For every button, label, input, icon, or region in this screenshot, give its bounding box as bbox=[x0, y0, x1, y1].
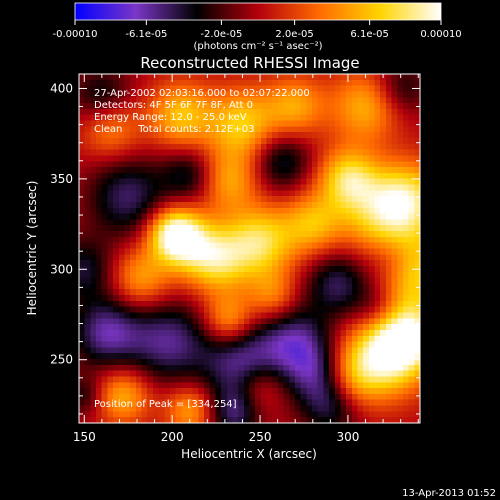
peak-marker bbox=[403, 348, 412, 357]
annotation-detectors: Detectors: 4F 5F 6F 7F 8F, Att 0 bbox=[94, 100, 253, 111]
colorbar-tick-label: 0.00010 bbox=[420, 29, 461, 40]
x-tick-label: 200 bbox=[161, 430, 184, 444]
y-tick-label: 350 bbox=[50, 172, 73, 186]
x-tick-label: 150 bbox=[73, 430, 96, 444]
footer-timestamp: 13-Apr-2013 01:52 bbox=[402, 488, 496, 499]
annotation-energy-range: Energy Range: 12.0 - 25.0 keV bbox=[94, 112, 247, 123]
x-tick-label: 250 bbox=[249, 430, 272, 444]
colorbar-unit-label: (photons cm⁻² s⁻¹ asec⁻²) bbox=[193, 41, 322, 52]
colorbar: -0.00010 -6.1e-05 -2.0e-05 2.0e-05 6.1e-05 0.… bbox=[53, 2, 462, 52]
annotation-time-range: 27-Apr-2002 02:03:16.000 to 02:07:22.000 bbox=[94, 88, 310, 99]
colorbar-gradient bbox=[74, 2, 442, 21]
colorbar-ticks: -0.00010 -6.1e-05 -2.0e-05 2.0e-05 6.1e-05 0.… bbox=[53, 20, 462, 40]
heatmap-area bbox=[79, 74, 420, 423]
annotation-clean-counts: Clean Total counts: 2.12E+03 bbox=[94, 124, 254, 135]
y-axis-label: Heliocentric Y (arcsec) bbox=[25, 181, 39, 316]
y-tick-label: 300 bbox=[50, 262, 73, 276]
chart-title: Reconstructed RHESSI Image bbox=[140, 54, 359, 72]
x-tick-label: 300 bbox=[336, 430, 359, 444]
plot-frame bbox=[78, 73, 421, 424]
colorbar-tick-label: 6.1e-05 bbox=[350, 29, 388, 40]
heatmap-image bbox=[79, 74, 420, 423]
x-axis-label: Heliocentric X (arcsec) bbox=[181, 447, 317, 461]
colorbar-tick-label: -2.0e-05 bbox=[200, 29, 242, 40]
colorbar-tick-label: 2.0e-05 bbox=[275, 29, 313, 40]
peak-position-label: Position of Peak = [334,254] bbox=[94, 399, 237, 410]
y-tick-label: 400 bbox=[50, 81, 73, 95]
axis-ticks: 150 200 250 300 250 300 350 400 bbox=[50, 74, 420, 444]
colorbar-tick-label: -0.00010 bbox=[53, 29, 98, 40]
y-tick-label: 250 bbox=[50, 353, 73, 367]
colorbar-tick-label: -6.1e-05 bbox=[125, 29, 167, 40]
info-annotations: 27-Apr-2002 02:03:16.000 to 02:07:22.000… bbox=[94, 88, 310, 410]
